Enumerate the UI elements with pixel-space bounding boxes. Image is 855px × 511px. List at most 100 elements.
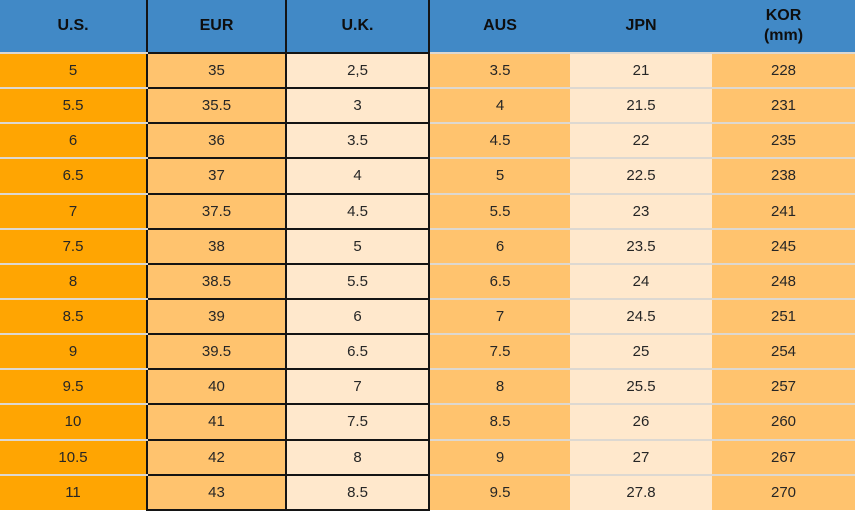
cell-uk: 8 bbox=[285, 438, 430, 476]
cell-kor: 231 bbox=[712, 87, 855, 125]
column-header-eur: EUR bbox=[146, 0, 287, 54]
cell-kor: 270 bbox=[712, 473, 855, 510]
cell-aus: 8.5 bbox=[429, 403, 570, 441]
cell-aus: 5 bbox=[429, 157, 570, 195]
table-row: 5 35 2,5 3.5 21 228 bbox=[0, 51, 855, 90]
cell-jpn: 25.5 bbox=[570, 368, 712, 406]
cell-aus: 6 bbox=[429, 227, 570, 265]
column-header-kor: KOR (mm) bbox=[712, 0, 855, 54]
cell-kor: 257 bbox=[712, 368, 855, 406]
cell-aus: 5.5 bbox=[429, 192, 570, 230]
cell-us: 6.5 bbox=[0, 157, 147, 195]
cell-eur: 37 bbox=[146, 157, 287, 195]
cell-aus: 7 bbox=[429, 297, 570, 336]
table-row: 8.5 39 6 7 24.5 251 bbox=[0, 297, 855, 336]
cell-us: 10.5 bbox=[0, 438, 147, 476]
table-row: 7.5 38 5 6 23.5 245 bbox=[0, 227, 855, 265]
cell-us: 5 bbox=[0, 51, 147, 90]
cell-uk: 5 bbox=[285, 227, 430, 265]
cell-jpn: 26 bbox=[570, 403, 712, 441]
table-row: 10 41 7.5 8.5 26 260 bbox=[0, 403, 855, 441]
cell-jpn: 21.5 bbox=[570, 87, 712, 125]
table-row: 10.5 42 8 9 27 267 bbox=[0, 438, 855, 476]
cell-us: 5.5 bbox=[0, 87, 147, 125]
cell-eur: 43 bbox=[146, 473, 287, 511]
column-header-us: U.S. bbox=[0, 0, 147, 54]
cell-uk: 6.5 bbox=[285, 333, 430, 371]
column-header-kor-sublabel: (mm) bbox=[763, 27, 804, 44]
table-row: 9 39.5 6.5 7.5 25 254 bbox=[0, 333, 855, 371]
cell-aus: 4.5 bbox=[429, 122, 570, 160]
cell-us: 11 bbox=[0, 473, 147, 510]
cell-jpn: 21 bbox=[570, 51, 712, 90]
table-row: 9.5 40 7 8 25.5 257 bbox=[0, 368, 855, 406]
cell-us: 8.5 bbox=[0, 297, 147, 336]
cell-eur: 35 bbox=[146, 51, 287, 90]
cell-aus: 4 bbox=[429, 87, 570, 125]
cell-us: 7.5 bbox=[0, 227, 147, 265]
cell-kor: 235 bbox=[712, 122, 855, 160]
cell-eur: 39 bbox=[146, 297, 287, 336]
cell-eur: 42 bbox=[146, 438, 287, 476]
column-header-kor-label: KOR bbox=[765, 7, 802, 24]
cell-kor: 251 bbox=[712, 297, 855, 336]
column-header-aus: AUS bbox=[429, 0, 570, 54]
cell-aus: 3.5 bbox=[429, 51, 570, 90]
cell-jpn: 22 bbox=[570, 122, 712, 160]
cell-eur: 35.5 bbox=[146, 87, 287, 125]
table-row: 7 37.5 4.5 5.5 23 241 bbox=[0, 192, 855, 230]
cell-uk: 4 bbox=[285, 157, 430, 195]
cell-aus: 7.5 bbox=[429, 333, 570, 371]
cell-eur: 41 bbox=[146, 403, 287, 441]
table-row: 11 43 8.5 9.5 27.8 270 bbox=[0, 473, 855, 511]
cell-uk: 4.5 bbox=[285, 192, 430, 230]
cell-kor: 245 bbox=[712, 227, 855, 265]
cell-uk: 5.5 bbox=[285, 262, 430, 300]
cell-uk: 6 bbox=[285, 297, 430, 336]
cell-eur: 38 bbox=[146, 227, 287, 265]
cell-eur: 39.5 bbox=[146, 333, 287, 371]
cell-uk: 3 bbox=[285, 87, 430, 125]
table-row: 8 38.5 5.5 6.5 24 248 bbox=[0, 262, 855, 300]
cell-aus: 6.5 bbox=[429, 262, 570, 300]
cell-uk: 2,5 bbox=[285, 51, 430, 90]
column-header-uk: U.K. bbox=[285, 0, 430, 54]
cell-kor: 260 bbox=[712, 403, 855, 441]
cell-kor: 238 bbox=[712, 157, 855, 195]
cell-jpn: 25 bbox=[570, 333, 712, 371]
cell-aus: 9 bbox=[429, 438, 570, 476]
cell-kor: 241 bbox=[712, 192, 855, 230]
cell-jpn: 27 bbox=[570, 438, 712, 476]
column-header-jpn: JPN bbox=[570, 0, 712, 54]
cell-jpn: 27.8 bbox=[570, 473, 712, 510]
table-row: 5.5 35.5 3 4 21.5 231 bbox=[0, 87, 855, 125]
cell-us: 9.5 bbox=[0, 368, 147, 406]
cell-jpn: 23.5 bbox=[570, 227, 712, 265]
cell-uk: 7.5 bbox=[285, 403, 430, 441]
cell-kor: 254 bbox=[712, 333, 855, 371]
cell-us: 8 bbox=[0, 262, 147, 300]
cell-uk: 8.5 bbox=[285, 473, 430, 511]
table-row: 6 36 3.5 4.5 22 235 bbox=[0, 122, 855, 160]
cell-jpn: 22.5 bbox=[570, 157, 712, 195]
cell-eur: 38.5 bbox=[146, 262, 287, 300]
cell-aus: 8 bbox=[429, 368, 570, 406]
cell-eur: 36 bbox=[146, 122, 287, 160]
table-body: 5 35 2,5 3.5 21 228 5.5 35.5 3 4 21.5 231 6 36 3.5 4.5 2… bbox=[0, 51, 855, 511]
cell-jpn: 24 bbox=[570, 262, 712, 300]
cell-aus: 9.5 bbox=[429, 473, 570, 510]
header-row: U.S. EUR U.K. AUS JPN KOR (mm) bbox=[0, 0, 855, 54]
cell-uk: 3.5 bbox=[285, 122, 430, 160]
cell-us: 6 bbox=[0, 122, 147, 160]
cell-us: 7 bbox=[0, 192, 147, 230]
cell-uk: 7 bbox=[285, 368, 430, 406]
cell-eur: 40 bbox=[146, 368, 287, 406]
table-row: 6.5 37 4 5 22.5 238 bbox=[0, 157, 855, 195]
cell-jpn: 23 bbox=[570, 192, 712, 230]
cell-eur: 37.5 bbox=[146, 192, 287, 230]
cell-kor: 228 bbox=[712, 51, 855, 90]
cell-jpn: 24.5 bbox=[570, 297, 712, 336]
cell-us: 10 bbox=[0, 403, 147, 441]
cell-us: 9 bbox=[0, 333, 147, 371]
